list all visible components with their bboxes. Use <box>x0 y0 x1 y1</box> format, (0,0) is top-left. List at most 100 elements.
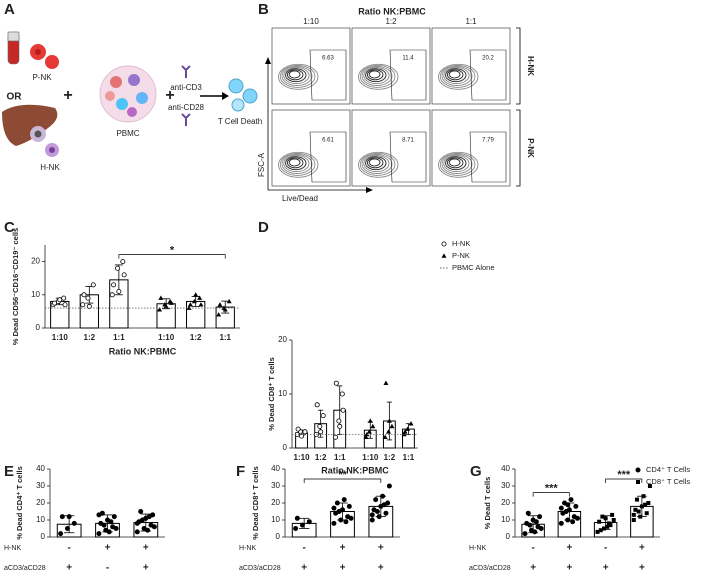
condition-value: + <box>530 563 536 574</box>
y-tick-label: 10 <box>36 515 45 524</box>
y-tick-label: 10 <box>31 290 40 299</box>
data-point <box>367 418 373 423</box>
data-point <box>318 429 324 435</box>
data-point <box>574 515 580 521</box>
data-point <box>633 507 638 512</box>
data-point <box>340 407 346 413</box>
data-point <box>605 524 610 529</box>
data-point <box>198 302 204 307</box>
flow-plot <box>351 27 431 105</box>
column-label: 1:10 <box>303 17 319 26</box>
condition-value: + <box>143 563 149 574</box>
data-point <box>644 511 649 516</box>
row-bracket <box>516 27 521 105</box>
flow-plot <box>351 109 431 187</box>
flow-plot <box>271 27 351 105</box>
data-point <box>333 380 339 386</box>
data-point <box>647 484 652 488</box>
gate <box>469 49 507 101</box>
contour <box>446 157 464 169</box>
panel-label: D <box>258 219 269 236</box>
contour <box>279 64 316 88</box>
axis-title: FSC-A <box>257 152 266 177</box>
x-tick-label: 1:1 <box>334 453 346 462</box>
data-point <box>58 531 64 537</box>
data-point <box>96 512 102 518</box>
data-point <box>383 380 389 385</box>
data-point <box>191 298 197 304</box>
data-point <box>600 514 605 519</box>
contour <box>445 68 467 83</box>
contour <box>363 67 390 85</box>
flow-plot <box>431 27 511 105</box>
data-point <box>134 529 140 535</box>
cell <box>34 130 42 138</box>
data-point <box>134 520 140 526</box>
data-point <box>331 505 337 511</box>
t-cell <box>242 88 258 104</box>
data-point <box>222 307 228 312</box>
contour <box>357 63 399 90</box>
legend-label: H-NK <box>452 239 470 248</box>
condition-value: - <box>67 543 70 554</box>
data-point <box>138 508 144 514</box>
data-point <box>293 526 299 532</box>
y-tick-label: 20 <box>36 498 45 507</box>
data-point <box>611 518 616 522</box>
data-point <box>336 508 342 514</box>
data-point <box>86 303 92 309</box>
condition-value: - <box>106 563 109 574</box>
data-point <box>369 517 375 523</box>
x-tick-label: 1:1 <box>403 453 415 462</box>
data-point <box>603 516 608 521</box>
x-axis-title: Ratio NK:PBMC <box>321 465 389 475</box>
data-point <box>197 295 203 300</box>
data-point <box>193 292 199 297</box>
y-tick-label: 30 <box>501 481 510 490</box>
data-point <box>146 514 152 520</box>
contour <box>365 68 387 83</box>
y-tick-label: 0 <box>283 443 288 452</box>
legend-marker <box>636 480 640 484</box>
data-point <box>71 520 77 526</box>
data-point <box>525 510 531 516</box>
data-point <box>402 429 408 434</box>
contour <box>361 154 393 174</box>
data-point <box>163 303 169 309</box>
data-point <box>116 288 122 294</box>
x-axis-title: Ratio NK:PBMC <box>109 346 177 356</box>
condition-value: + <box>301 563 307 574</box>
liver <box>2 104 58 146</box>
contour <box>366 69 384 81</box>
data-point <box>90 282 96 288</box>
data-point <box>101 522 107 528</box>
contour <box>359 64 396 88</box>
data-point <box>383 510 389 516</box>
cell <box>116 98 128 110</box>
y-tick-label: 10 <box>271 515 280 524</box>
significance-bracket <box>605 478 643 483</box>
contour <box>285 68 307 83</box>
cell <box>49 147 55 153</box>
data-point <box>111 514 117 520</box>
data-point <box>405 426 411 431</box>
contour <box>441 154 473 174</box>
condition-value: + <box>378 563 384 574</box>
data-point <box>364 431 370 437</box>
label: PBMC <box>116 129 139 138</box>
condition-name: H-NK <box>469 545 486 552</box>
data-point <box>369 512 375 518</box>
arrow-head <box>366 187 373 193</box>
column-label: 1:1 <box>465 17 477 26</box>
contour <box>448 70 461 79</box>
data-point <box>226 298 232 304</box>
flow-plot <box>431 109 511 187</box>
data-point <box>85 295 91 301</box>
y-axis-title: % Dead CD56⁻CD16⁻CD19⁻ cells <box>11 228 20 345</box>
data-point <box>635 497 640 502</box>
contour <box>437 63 479 90</box>
legend-label: CD4⁺ T Cells <box>646 465 690 474</box>
y-axis-title: % Dead CD8⁺ T cells <box>251 466 260 540</box>
label: + <box>63 87 72 104</box>
